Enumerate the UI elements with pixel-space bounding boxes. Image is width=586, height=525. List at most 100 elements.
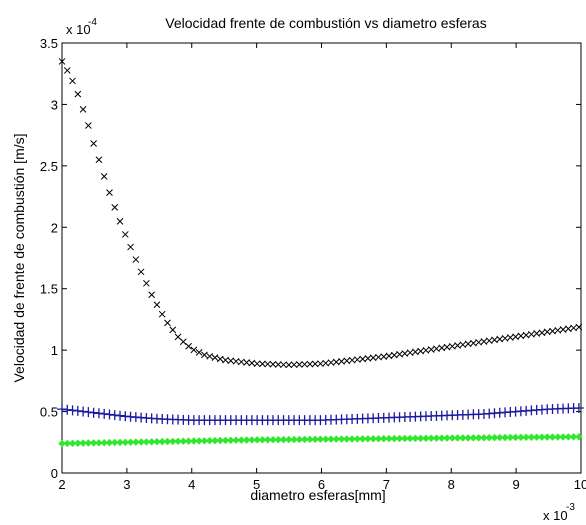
series-2-point [79, 439, 87, 447]
series-0-point [269, 360, 277, 368]
series-2-point [453, 434, 462, 442]
series-0-point [306, 360, 314, 368]
series-0-point [85, 122, 92, 129]
series-2-point [532, 433, 541, 441]
series-2-point [100, 439, 108, 447]
series-2-point [84, 439, 93, 447]
y-axis-label: Velocidad de frente de combustión [m/s] [11, 133, 27, 382]
series-2-point [422, 434, 430, 442]
series-0-point [174, 333, 182, 341]
series-2-point [517, 433, 525, 442]
series-2-point [395, 434, 404, 443]
series-0-point [501, 334, 509, 342]
series-2-point [432, 434, 441, 442]
series-2-point [316, 435, 325, 443]
series-2-point [111, 438, 119, 447]
series-2-point [263, 436, 272, 444]
series-2-point [390, 434, 398, 443]
series-0-point [264, 360, 272, 368]
series-0-point [464, 340, 472, 348]
series-2-point [269, 435, 277, 444]
series-1-point [573, 402, 584, 413]
series-0-point [179, 338, 187, 346]
series-0-point [132, 256, 140, 263]
chart-title: Velocidad frente de combustión vs diamet… [165, 15, 486, 31]
series-2-point [522, 433, 530, 442]
series-2-point [295, 435, 304, 444]
series-0-point [169, 326, 177, 334]
series-0-point [153, 301, 161, 309]
series-2-point [543, 433, 551, 441]
x-axis-label: diametro esferas[mm] [250, 487, 385, 503]
x-tick-label: 4 [188, 477, 195, 492]
series-2-point [274, 435, 282, 444]
series-0-point [517, 332, 525, 340]
series-2-point [116, 438, 124, 447]
x-scale-exponent: -3 [566, 502, 575, 513]
series-0-point [533, 330, 541, 337]
series-2-point [401, 434, 409, 443]
series-0-point [438, 344, 446, 352]
series-0-point [317, 360, 324, 368]
series-0-point [164, 319, 171, 327]
series-0-point [512, 333, 519, 341]
series-2-point [511, 433, 520, 442]
series-2-point [216, 436, 224, 445]
series-2-point [169, 437, 177, 446]
series-0-point [63, 67, 71, 74]
series-2-point [95, 439, 103, 447]
series-2-point [174, 437, 182, 446]
series-2-point [132, 438, 140, 446]
series-0-point [79, 106, 87, 113]
series-0-point [143, 279, 150, 287]
series-0-point [248, 359, 256, 367]
x-tick-label: 7 [383, 477, 390, 492]
series-0-point [158, 310, 166, 318]
series-2-point [337, 435, 346, 443]
series-2-point [348, 435, 356, 443]
series-0-point [385, 352, 393, 360]
series-0-point [528, 330, 535, 338]
series-0-point [559, 326, 567, 333]
y-tick-label: 0 [51, 466, 58, 481]
series-2-point [68, 439, 77, 448]
x-tick-label: 10 [574, 477, 586, 492]
series-2-point [300, 435, 309, 444]
y-tick-label: 1 [51, 343, 58, 358]
series-0-point [485, 337, 493, 345]
series-0-point [290, 361, 298, 369]
series-0-point [475, 338, 483, 346]
series-0-point [58, 58, 66, 65]
series-0-point [422, 346, 430, 354]
series-2-point [227, 436, 235, 445]
series-2-point [448, 434, 457, 442]
series-0-point [148, 291, 156, 299]
series-2-point [538, 433, 546, 441]
series-0-point [538, 329, 546, 337]
x-tick-label: 8 [448, 477, 455, 492]
series-0-point [554, 326, 562, 334]
series-0-point [390, 351, 398, 359]
series-2-point [459, 434, 467, 442]
series-2-point [485, 433, 493, 442]
series-0-point [448, 342, 456, 350]
series-2-point [427, 434, 435, 442]
series-2-point [438, 434, 446, 442]
series-0-point [206, 352, 214, 360]
series-2-point [253, 436, 261, 444]
series-0-point [295, 361, 303, 368]
series-2-point [126, 438, 135, 446]
plot-area: 2 3 4 5 6 7 8 9 10 0 0.5 1 1.5 2 2.5 3 3.5 [40, 36, 586, 492]
series-0-point [549, 327, 556, 335]
plot-frame [61, 42, 582, 474]
x-tick-label: 5 [253, 477, 260, 492]
series-2-point [306, 435, 314, 444]
series-2-point [385, 434, 393, 443]
y-tick-label: 3.5 [40, 36, 58, 51]
series-0-point [480, 338, 488, 345]
series-2-point [374, 434, 383, 443]
series-2-point [184, 437, 193, 445]
series-0-point [301, 360, 308, 368]
series-0-point [90, 140, 97, 147]
series-0-point [506, 334, 514, 341]
